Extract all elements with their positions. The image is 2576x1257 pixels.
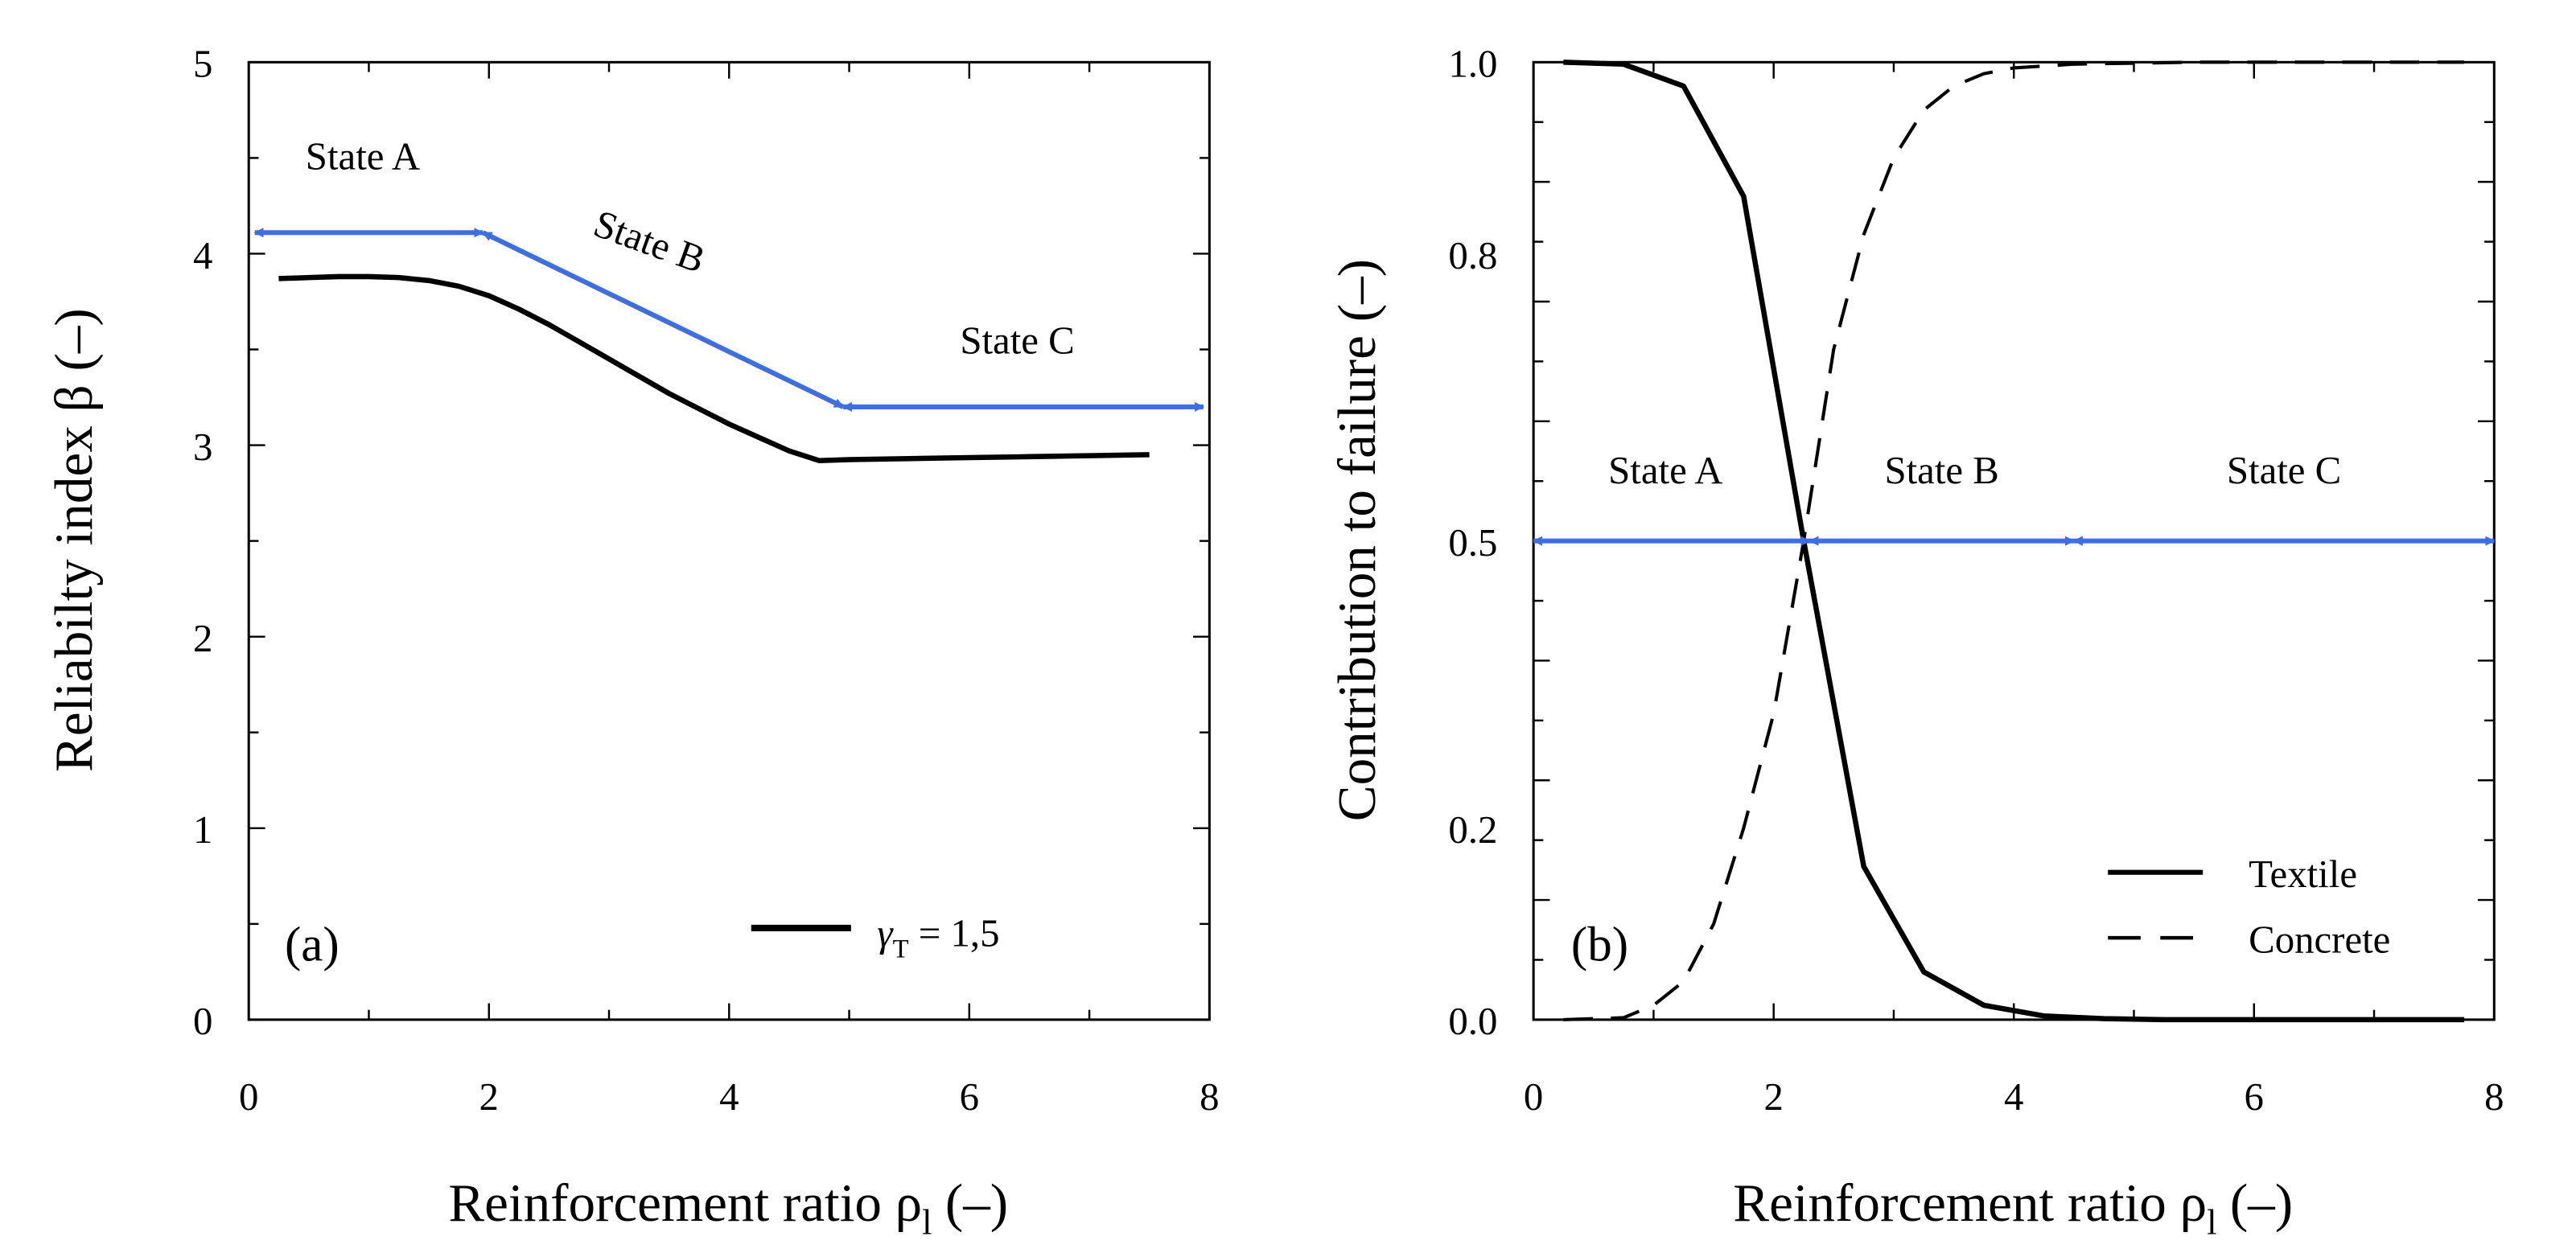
y-tick-label-b: 0.5 bbox=[1448, 520, 1497, 565]
x-tick-label-b: 6 bbox=[2245, 1074, 2264, 1119]
series-line-concrete-dashed bbox=[1563, 60, 2465, 1021]
y-tick-labels-b: 0.0 0.2 0.5 0.8 1.0 bbox=[1448, 42, 1497, 1044]
state-label-a: State A bbox=[1608, 448, 1722, 492]
axis-ticks-b bbox=[1532, 61, 2496, 1021]
series-lines-b bbox=[1563, 60, 2465, 1023]
y-tick-label-b: 0.2 bbox=[1448, 807, 1497, 852]
x-tick-labels-a: 0 2 4 6 8 bbox=[239, 1074, 1220, 1119]
y-axis-title-b: Contribution to failure (–) bbox=[1327, 259, 1387, 821]
y-tick-label-a: 0 bbox=[193, 999, 212, 1043]
legend-gamma-subscript: T bbox=[893, 935, 909, 964]
x-tick-label-b: 8 bbox=[2484, 1074, 2504, 1119]
state-label-c: State C bbox=[960, 318, 1074, 362]
series-lines-a bbox=[278, 273, 1150, 463]
y-axis-title-a: Reliabilty index β (–) bbox=[43, 308, 104, 772]
legend-label-textile: Textile bbox=[2249, 852, 2357, 896]
x-tick-label-a: 0 bbox=[239, 1074, 258, 1119]
x-axis-title-b-unit: (–) bbox=[2230, 1173, 2293, 1233]
panel-a-reliability-index: 0 2 4 6 8 0 1 2 3 4 5 State A State B St… bbox=[43, 42, 1220, 1243]
y-tick-label-a: 4 bbox=[193, 233, 212, 277]
x-tick-label-b: 0 bbox=[1524, 1074, 1543, 1119]
state-label-a: State A bbox=[306, 134, 420, 179]
y-tick-label-a: 5 bbox=[193, 42, 212, 86]
state-label-b: State B bbox=[1884, 448, 1998, 492]
x-axis-title-b-main: Reinforcement ratio ρ bbox=[1733, 1173, 2207, 1233]
y-tick-label-a: 1 bbox=[193, 807, 212, 852]
x-axis-title-a-main: Reinforcement ratio ρ bbox=[448, 1173, 922, 1233]
x-tick-label-b: 2 bbox=[1763, 1074, 1783, 1119]
axis-ticks-a bbox=[247, 61, 1211, 1021]
x-tick-label-a: 8 bbox=[1200, 1074, 1219, 1119]
x-tick-labels-b: 0 2 4 6 8 bbox=[1524, 1074, 2504, 1119]
x-tick-label-a: 2 bbox=[479, 1074, 499, 1119]
legend-a: γT = 1,5 bbox=[751, 910, 999, 964]
y-tick-label-b: 0.0 bbox=[1448, 999, 1497, 1043]
series-line-textile-solid bbox=[1563, 60, 2465, 1023]
legend-gamma-value: = 1,5 bbox=[919, 910, 1000, 955]
panel-label-a: (a) bbox=[285, 918, 339, 972]
x-axis-title-a-sub: l bbox=[922, 1202, 932, 1242]
state-labels-b: State A State B State C bbox=[1608, 448, 2341, 492]
state-labels-a: State A State B State C bbox=[306, 134, 1075, 363]
x-axis-title-a-unit: (–) bbox=[945, 1173, 1008, 1233]
x-tick-label-b: 4 bbox=[2004, 1074, 2023, 1119]
legend-b: Textile Concrete bbox=[2108, 852, 2390, 961]
legend-label-concrete: Concrete bbox=[2249, 917, 2390, 961]
y-tick-label-a: 2 bbox=[193, 616, 212, 660]
state-label-c: State C bbox=[2227, 448, 2341, 492]
x-tick-label-a: 6 bbox=[960, 1074, 979, 1119]
x-axis-title-b: Reinforcement ratio ρl (–) bbox=[1733, 1173, 2293, 1242]
state-arrows-a bbox=[253, 228, 1205, 413]
y-tick-labels-a: 0 1 2 3 4 5 bbox=[193, 42, 212, 1044]
series-line---solid bbox=[278, 273, 1150, 463]
plot-frame-a bbox=[247, 60, 1211, 1021]
panel-b-contribution-to-failure: 0 2 4 6 8 0.0 0.2 0.5 0.8 1.0 State A St… bbox=[1327, 42, 2504, 1243]
state-label-b: State B bbox=[588, 201, 711, 281]
y-tick-label-a: 3 bbox=[193, 425, 212, 469]
y-tick-label-b: 0.8 bbox=[1448, 233, 1497, 277]
x-axis-title-a: Reinforcement ratio ρl (–) bbox=[448, 1173, 1008, 1242]
legend-label-gamma: γT = 1,5 bbox=[877, 910, 999, 963]
x-axis-title-b-sub: l bbox=[2207, 1202, 2216, 1242]
panel-label-b: (b) bbox=[1571, 918, 1628, 972]
legend-gamma-symbol: γ bbox=[877, 910, 894, 955]
state-arrow-b bbox=[481, 230, 845, 409]
x-tick-label-a: 4 bbox=[719, 1074, 739, 1119]
y-tick-label-b: 1.0 bbox=[1448, 42, 1497, 86]
